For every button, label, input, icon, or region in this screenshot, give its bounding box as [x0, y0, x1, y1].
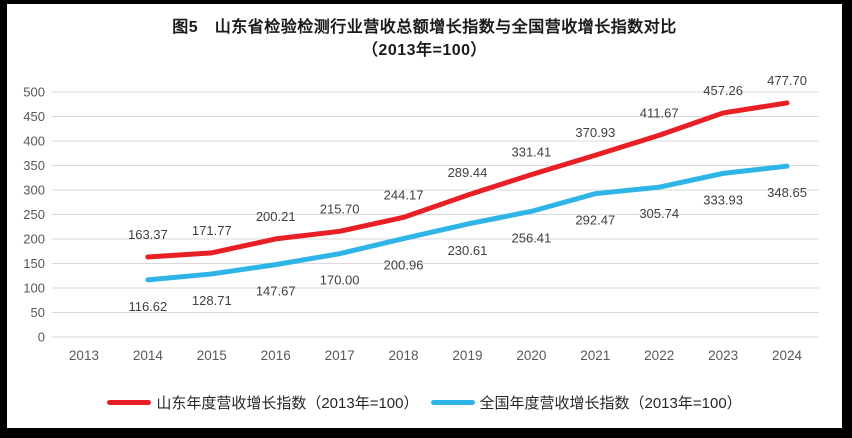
x-axis-tick-label: 2024 — [772, 348, 803, 363]
data-label: 200.21 — [256, 209, 296, 224]
y-axis-tick-label: 500 — [23, 85, 45, 100]
data-label: 256.41 — [511, 230, 551, 245]
data-label: 289.44 — [448, 165, 488, 180]
y-axis-tick-label: 50 — [31, 305, 45, 320]
data-label: 244.17 — [384, 187, 424, 202]
chart-legend: 山东年度营收增长指数（2013年=100） 全国年度营收增长指数（2013年=1… — [7, 392, 842, 413]
x-axis-tick-label: 2019 — [452, 348, 482, 363]
legend-item-national: 全国年度营收增长指数（2013年=100） — [430, 392, 742, 413]
x-axis-tick-label: 2016 — [261, 348, 291, 363]
y-axis-tick-label: 250 — [23, 207, 45, 222]
y-axis-tick-label: 350 — [23, 158, 45, 173]
x-axis-tick-label: 2014 — [133, 348, 164, 363]
y-axis-tick-label: 450 — [23, 109, 45, 124]
legend-label-national: 全国年度营收增长指数（2013年=100） — [479, 395, 742, 412]
series-line-0 — [145, 100, 790, 260]
data-label: 163.37 — [128, 227, 168, 242]
data-label: 170.00 — [320, 273, 360, 288]
data-label: 305.74 — [639, 206, 679, 221]
chart-subtitle: （2013年=100） — [361, 42, 488, 59]
legend-swatch-national — [430, 400, 475, 405]
x-axis-tick-label: 2018 — [389, 348, 419, 363]
x-axis-tick-label: 2013 — [69, 348, 99, 363]
data-label: 171.77 — [192, 223, 232, 238]
data-label: 147.67 — [256, 284, 296, 299]
y-axis-tick-label: 0 — [38, 330, 45, 345]
data-label: 370.93 — [575, 125, 615, 140]
y-axis-tick-label: 150 — [23, 256, 45, 271]
y-axis-tick-label: 100 — [23, 281, 45, 296]
x-axis-tick-label: 2023 — [708, 348, 738, 363]
chart-title: 图5 山东省检验检测行业营收总额增长指数与全国营收增长指数对比 — [172, 19, 677, 36]
legend-item-shandong: 山东年度营收增长指数（2013年=100） — [107, 392, 419, 413]
series-line-1 — [145, 163, 790, 283]
y-axis-tick-label: 200 — [23, 232, 45, 247]
x-axis-tick-label: 2015 — [197, 348, 227, 363]
data-label: 333.93 — [703, 192, 743, 207]
line-chart-plot: 0 50 100 150 200 250 300 350 400 450 500 2013 2014 20… — [23, 73, 819, 363]
data-label: 457.26 — [703, 83, 743, 98]
x-axis-tick-label: 2022 — [644, 348, 674, 363]
data-label: 116.62 — [128, 299, 167, 314]
data-label: 292.47 — [575, 213, 615, 228]
data-label: 348.65 — [767, 185, 807, 200]
data-label: 230.61 — [448, 243, 488, 258]
x-axis-tick-label: 2017 — [325, 348, 355, 363]
data-label: 477.70 — [767, 73, 807, 88]
data-label: 411.67 — [640, 105, 679, 120]
data-label: 215.70 — [320, 201, 360, 216]
legend-swatch-shandong — [107, 400, 152, 405]
chart-title-block: 图5 山东省检验检测行业营收总额增长指数与全国营收增长指数对比 （2013年=1… — [7, 16, 842, 62]
y-axis-tick-label: 300 — [23, 183, 45, 198]
data-label: 200.96 — [384, 258, 424, 273]
y-axis-tick-label: 400 — [23, 134, 45, 149]
legend-label-shandong: 山东年度营收增长指数（2013年=100） — [156, 395, 419, 412]
x-axis-tick-label: 2020 — [516, 348, 546, 363]
data-label: 331.41 — [511, 145, 551, 160]
x-axis-tick-label: 2021 — [580, 348, 610, 363]
chart-canvas: 0 50 100 150 200 250 300 350 400 450 500 2013 2014 20… — [7, 4, 842, 428]
data-label: 128.71 — [192, 293, 232, 308]
